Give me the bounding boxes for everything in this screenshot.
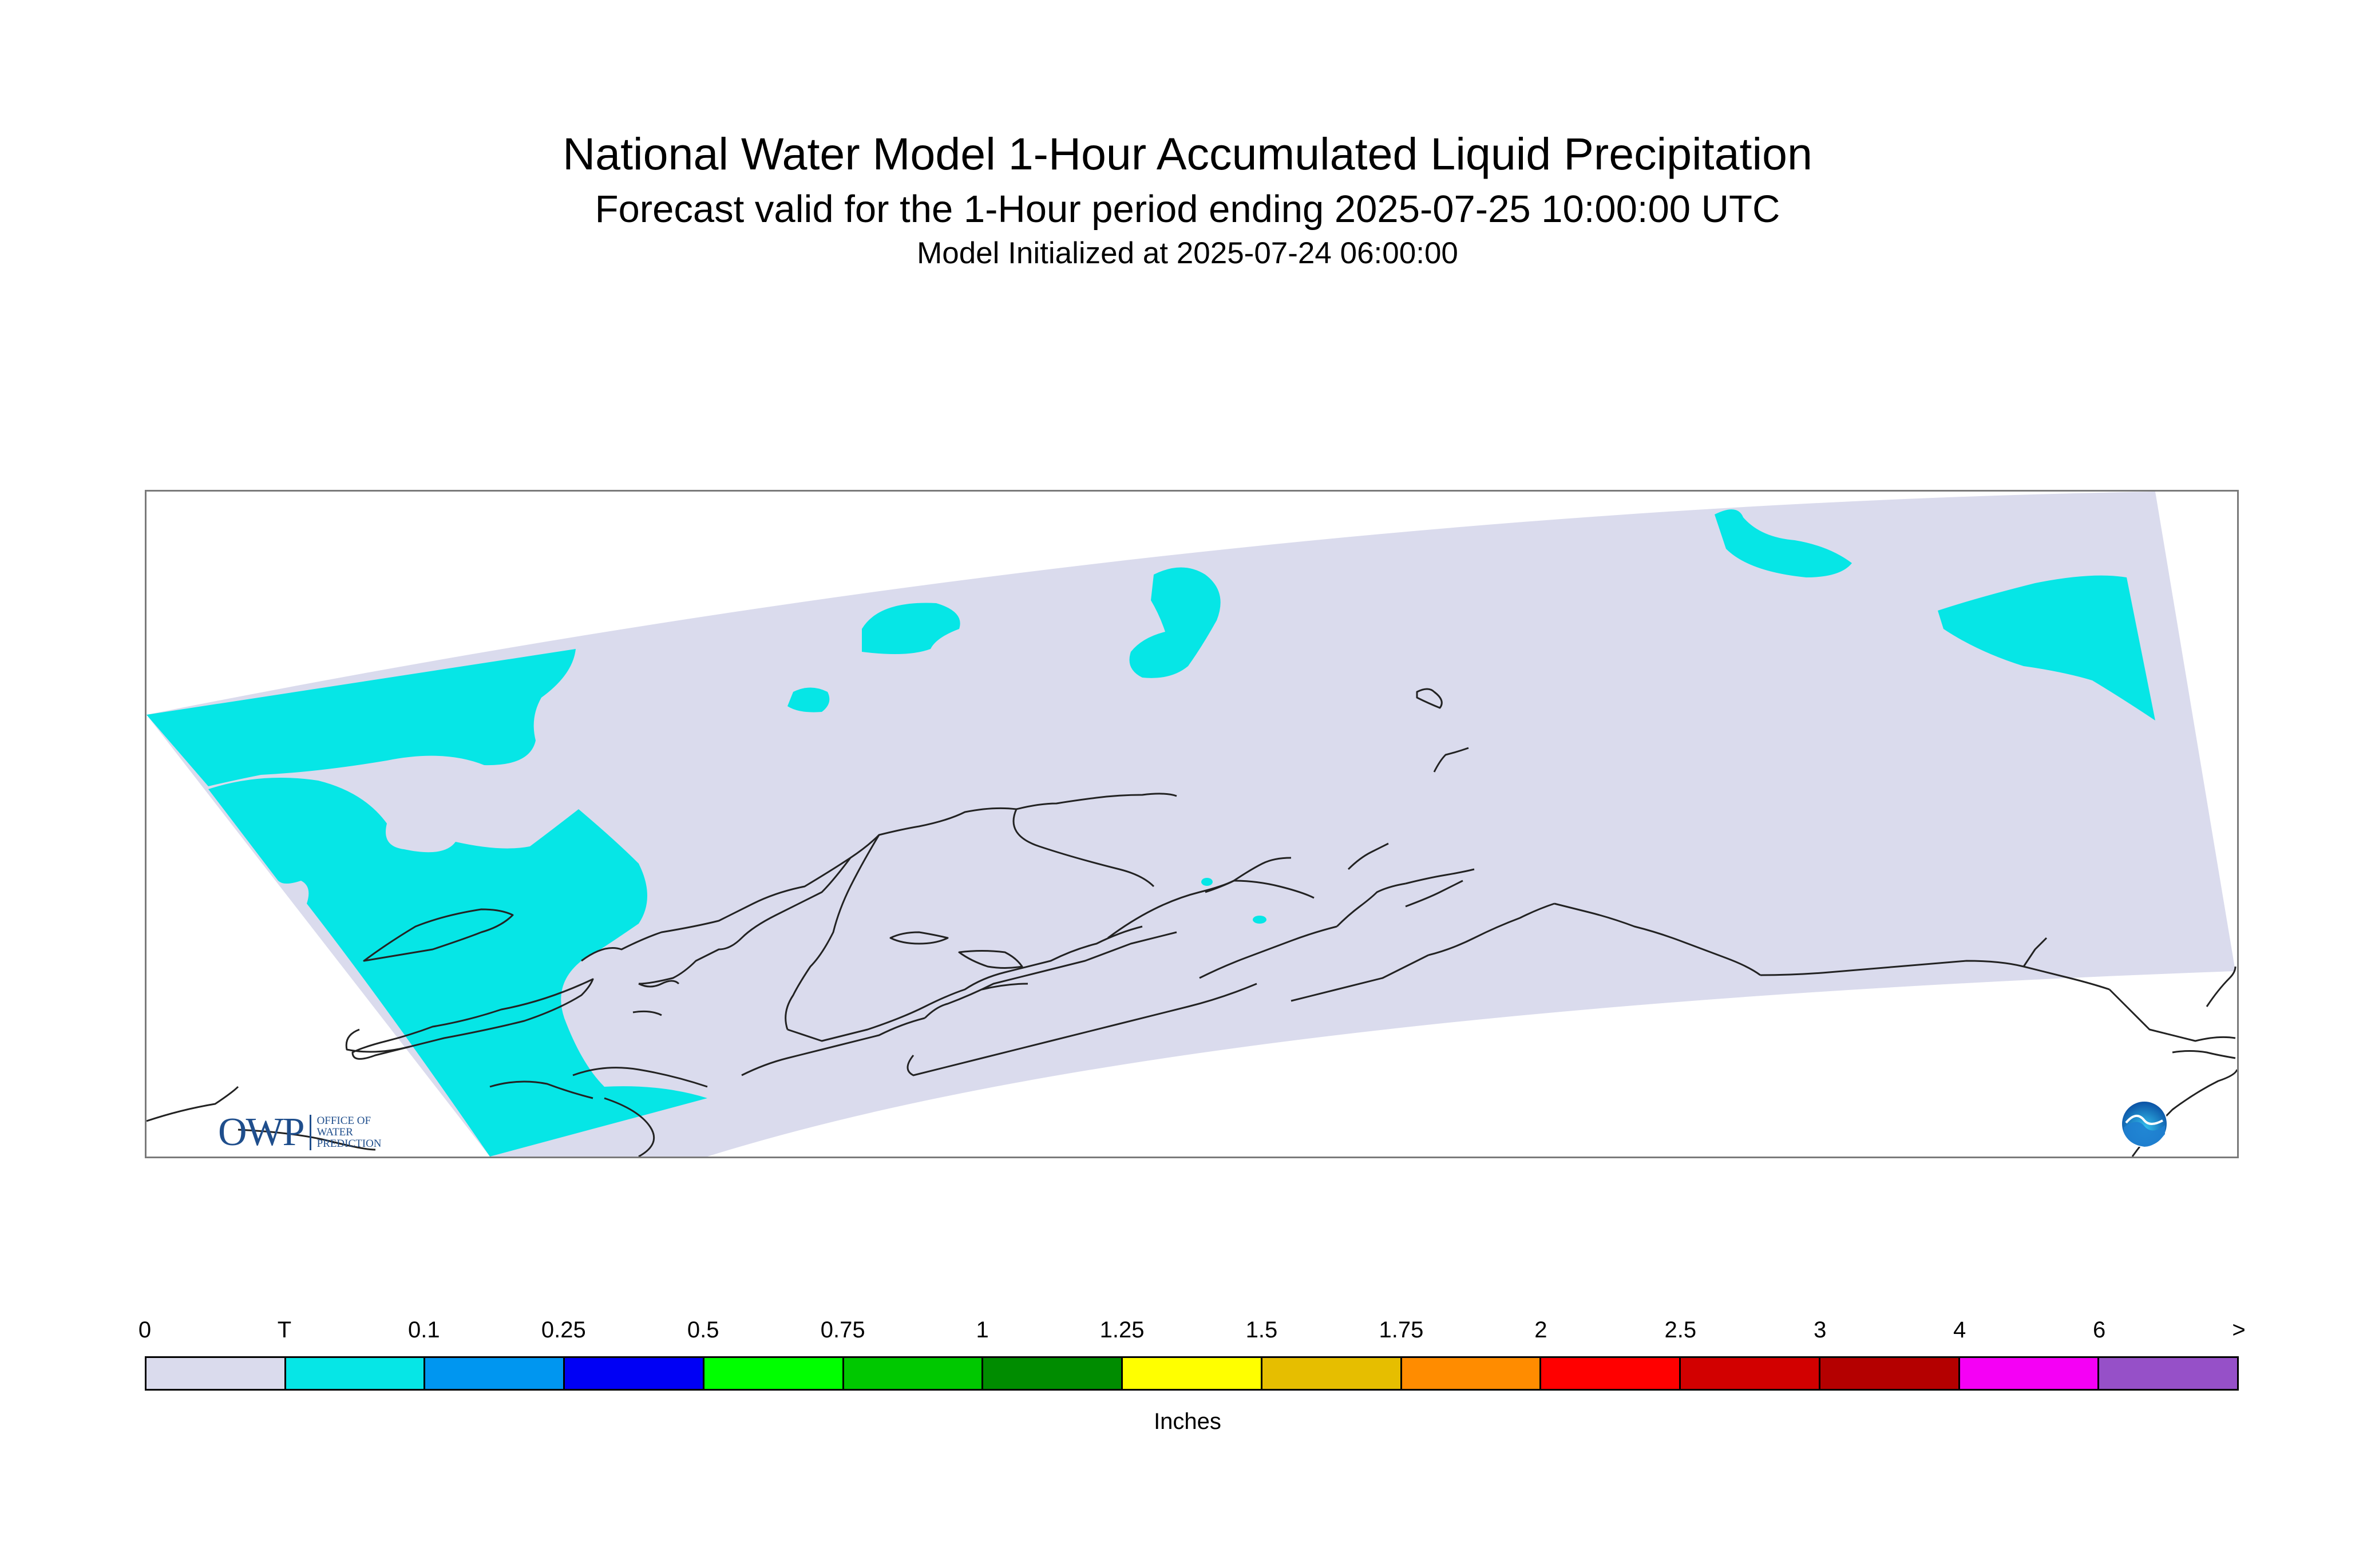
legend-colorbar [145,1356,2239,1391]
legend-color-swatch [1820,1358,1960,1389]
legend-color-swatch [1402,1358,1542,1389]
legend-tick-label: 6 [2092,1317,2106,1343]
legend-color-swatch [425,1358,565,1389]
legend-tick-label: 4 [1953,1317,1966,1343]
precip-trace-spots [1201,878,1266,924]
legend-tick-label: 1.25 [1099,1317,1145,1343]
legend-tick-label: 1.5 [1245,1317,1278,1343]
model-init-time: Model Initialized at 2025-07-24 06:00:00 [917,236,1458,270]
legend-color-swatch [1123,1358,1262,1389]
legend-tick-label: 1.75 [1379,1317,1424,1343]
legend-color-swatch [565,1358,704,1389]
legend-tick-label: 2.5 [1664,1317,1697,1343]
precipitation-map [147,492,2237,1157]
owp-logo-line-1: OFFICE OF [316,1115,371,1127]
legend-labels: 0 T 0.1 0.25 0.5 0.75 1 1.25 1.5 1.75 2 2.5 3 4 6 > [0,1318,2375,1347]
legend-units: Inches [1154,1409,1221,1434]
legend-color-swatch [1960,1358,2100,1389]
legend-tick-label: 2 [1534,1317,1547,1343]
legend-color-swatch [286,1358,426,1389]
legend-tick-label: T [277,1317,292,1343]
map-title: National Water Model 1-Hour Accumulated … [563,128,1812,179]
legend-color-swatch [844,1358,984,1389]
map-panel: OWP OFFICE OF WATER PREDICTION [145,490,2239,1158]
noaa-logo-icon [2121,1100,2168,1147]
owp-logo-line-3: PREDICTION [316,1137,382,1150]
legend-tick-label: 3 [1814,1317,1827,1343]
legend-color-swatch [2099,1358,2238,1389]
legend-color-swatch [1681,1358,1820,1389]
legend-color-swatch [1262,1358,1402,1389]
owp-logo: OWP OFFICE OF WATER PREDICTION [218,1110,382,1155]
owp-logo-letters: OWP [218,1110,305,1154]
legend-color-swatch [147,1358,286,1389]
legend-tick-label: 0 [138,1317,152,1343]
map-subtitle: Forecast valid for the 1-Hour period end… [595,188,1780,231]
legend-tick-label: > [2232,1317,2246,1343]
legend-color-swatch [704,1358,844,1389]
owp-logo-text: OFFICE OF WATER PREDICTION [317,1115,382,1150]
legend-tick-label: 0.5 [687,1317,719,1343]
precip-trace-areas [147,509,2155,1157]
owp-logo-divider [309,1115,311,1150]
legend-color-swatch [1541,1358,1681,1389]
legend-color-swatch [983,1358,1123,1389]
model-domain [147,492,2235,1157]
legend-tick-label: 1 [976,1317,989,1343]
legend-tick-label: 0.1 [408,1317,440,1343]
owp-logo-line-2: WATER [316,1126,353,1139]
legend-tick-label: 0.75 [820,1317,865,1343]
legend-tick-label: 0.25 [541,1317,586,1343]
